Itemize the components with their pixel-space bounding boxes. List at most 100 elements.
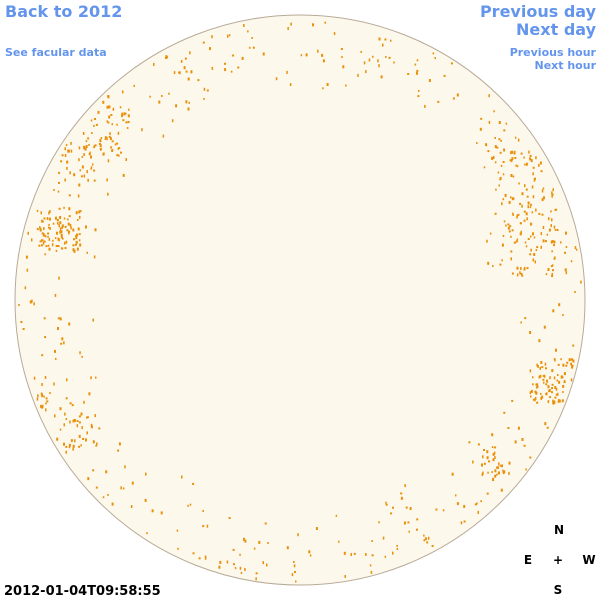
facula — [36, 397, 39, 401]
facula — [463, 520, 466, 523]
facula — [308, 550, 311, 554]
facula — [63, 217, 66, 220]
facula — [65, 418, 68, 420]
facula — [110, 114, 113, 116]
facula — [57, 317, 60, 320]
facula — [266, 563, 268, 567]
facula — [45, 245, 48, 248]
facula — [503, 411, 506, 414]
facula — [286, 546, 289, 550]
facula — [487, 261, 490, 265]
facula — [551, 383, 554, 386]
facula — [486, 456, 489, 460]
facula — [106, 105, 109, 109]
facula — [546, 426, 549, 429]
facula — [47, 235, 49, 238]
facula — [63, 341, 65, 345]
facula — [184, 57, 187, 60]
facula — [234, 567, 237, 570]
facula — [378, 37, 381, 41]
facula — [168, 92, 170, 95]
facula — [542, 378, 545, 381]
facula — [516, 165, 519, 168]
facula — [527, 238, 530, 240]
facula — [324, 21, 326, 24]
facula — [83, 174, 86, 178]
facula — [530, 159, 533, 163]
facula — [86, 251, 88, 254]
facula — [111, 502, 114, 506]
facula — [122, 119, 125, 122]
facula — [244, 568, 246, 571]
facula — [61, 337, 64, 341]
facula — [317, 49, 319, 53]
facula — [72, 244, 75, 247]
facula — [187, 77, 190, 81]
facula — [65, 445, 68, 448]
facula — [544, 422, 547, 426]
previous-day-link[interactable]: Previous day — [480, 2, 597, 21]
facula — [93, 145, 96, 148]
facula — [60, 234, 63, 236]
facula — [530, 248, 532, 252]
facula — [90, 167, 92, 170]
facula — [505, 122, 508, 125]
facula — [551, 218, 553, 222]
facula — [47, 232, 50, 235]
facula — [558, 380, 561, 384]
facula — [548, 389, 551, 392]
facula — [75, 237, 78, 240]
facula — [481, 463, 483, 467]
facula — [88, 143, 90, 146]
next-day-link[interactable]: Next day — [516, 20, 597, 39]
facula — [538, 163, 540, 167]
facula — [545, 240, 547, 243]
facula — [341, 56, 343, 59]
previous-hour-link[interactable]: Previous hour — [510, 46, 597, 59]
facula — [52, 222, 55, 225]
facula — [502, 173, 505, 176]
facular-link[interactable]: See facular data — [5, 46, 107, 59]
facula — [516, 238, 519, 242]
facula — [511, 399, 514, 402]
facula — [562, 314, 564, 317]
facula — [197, 79, 200, 82]
facula — [48, 226, 50, 229]
facula — [120, 486, 122, 490]
facula — [146, 532, 148, 535]
facula — [69, 223, 72, 227]
facula — [547, 385, 550, 389]
facula — [549, 396, 552, 399]
facula — [423, 539, 425, 542]
facula — [564, 251, 566, 254]
facula — [494, 161, 497, 164]
facula — [84, 147, 87, 151]
facula — [521, 274, 524, 277]
facula — [427, 536, 430, 540]
facula — [562, 384, 565, 388]
next-hour-link[interactable]: Next hour — [535, 59, 597, 72]
facula — [41, 239, 44, 242]
facula — [105, 470, 108, 474]
facula — [472, 460, 474, 464]
facula — [554, 396, 557, 399]
facula — [537, 364, 539, 368]
facula — [69, 171, 71, 175]
back-link[interactable]: Back to 2012 — [5, 2, 122, 21]
facula — [202, 525, 205, 528]
facula — [41, 394, 44, 398]
facula — [75, 211, 78, 215]
facula — [239, 553, 241, 556]
facula — [452, 97, 455, 100]
facula — [498, 462, 500, 466]
facula — [48, 223, 50, 226]
facula — [529, 157, 532, 161]
facula — [76, 233, 78, 237]
facula — [63, 442, 65, 446]
facula — [27, 231, 29, 235]
facula — [66, 378, 68, 382]
facula — [508, 230, 511, 233]
facula — [443, 74, 446, 77]
facula — [437, 100, 440, 103]
facula — [241, 56, 244, 60]
